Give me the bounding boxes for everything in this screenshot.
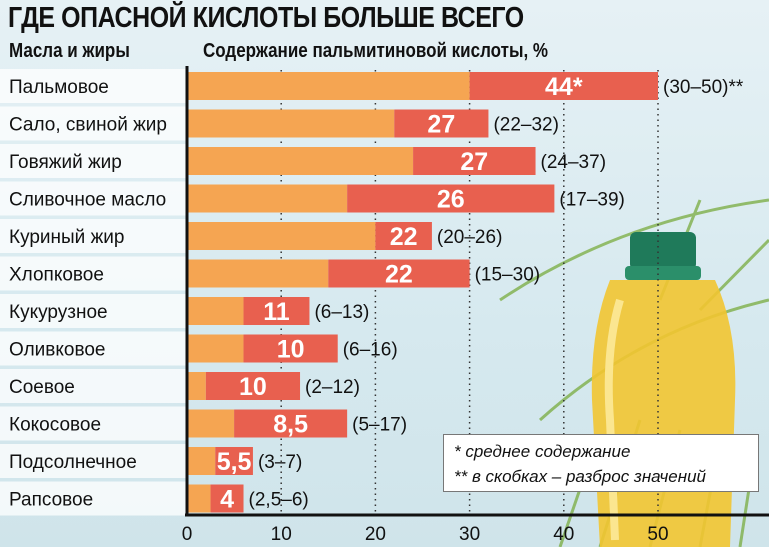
chart-title: ГДЕ ОПАСНОЙ КИСЛОТЫ БОЛЬШЕ ВСЕГО (8, 2, 524, 34)
value-label: 10 (277, 336, 305, 364)
category-label: Сливочное масло (9, 190, 166, 211)
category-label: Сало, свиной жир (9, 115, 167, 136)
range-label: (15–30) (475, 265, 540, 286)
category-label: Пальмовое (9, 77, 109, 98)
row-label-band (0, 481, 187, 516)
x-tick-label: 10 (271, 524, 292, 545)
row-label-band (0, 69, 187, 103)
bar-min-segment (187, 409, 235, 438)
bar-min-segment (187, 147, 414, 175)
row-label-band (0, 144, 187, 178)
category-label: Куриный жир (9, 227, 124, 248)
value-label: 8,5 (273, 411, 308, 439)
bar-range-segment (210, 484, 244, 513)
range-label: (22–32) (493, 115, 559, 136)
category-label: Рапсовое (9, 490, 93, 511)
range-label: (5–17) (352, 415, 407, 436)
x-tick-label: 0 (182, 524, 193, 545)
bar-range-segment (243, 297, 310, 325)
value-label: 27 (460, 148, 488, 176)
category-label: Кокосовое (9, 415, 101, 436)
bar-min-segment (187, 484, 211, 513)
value-label: 26 (437, 186, 465, 214)
row-label-band (0, 444, 187, 478)
value-label: 11 (263, 298, 290, 326)
bar-range-segment (413, 147, 536, 175)
range-label: (6–16) (343, 340, 398, 361)
bar-range-segment (394, 109, 489, 138)
row-label-band (0, 219, 187, 253)
bar-min-segment (187, 447, 216, 475)
range-label: (3–7) (258, 452, 302, 473)
bar-range-segment (215, 447, 253, 475)
x-tick-label: 40 (553, 524, 574, 545)
bar-range-segment (328, 259, 470, 288)
value-label: 22 (390, 223, 418, 251)
range-label: (17–39) (559, 190, 625, 211)
palm-bottle-illustration (499, 198, 769, 547)
range-label: (24–37) (541, 152, 607, 173)
category-label: Соевое (9, 377, 75, 398)
legend-notes: * среднее содержание ** в скобках – разб… (443, 434, 759, 492)
bar-min-segment (187, 259, 329, 288)
bar-min-segment (187, 184, 348, 213)
category-label: Оливковое (9, 340, 105, 361)
bar-range-segment (205, 372, 301, 400)
bar-range-segment (234, 409, 348, 438)
bar-min-segment (187, 297, 244, 325)
value-label: 10 (239, 373, 267, 401)
range-label: (2,5–6) (249, 490, 309, 511)
x-tick-label: 50 (647, 524, 668, 545)
x-tick-label: 30 (459, 524, 480, 545)
bar-min-segment (187, 334, 244, 363)
category-label: Говяжий жир (9, 152, 122, 173)
bar-range-segment (469, 72, 658, 100)
category-label: Подсолнечное (9, 452, 137, 473)
row-label-band (0, 331, 187, 366)
value-label: 5,5 (217, 448, 252, 476)
row-label-band (0, 406, 187, 441)
value-label: 22 (385, 261, 413, 289)
row-label-band (0, 106, 187, 141)
range-label: (30–50)** (663, 77, 744, 98)
row-label-band (0, 369, 187, 403)
category-label: Кукурузное (9, 302, 108, 323)
bar-min-segment (187, 109, 395, 138)
bar-range-segment (375, 222, 432, 250)
note-average: * среднее содержание (454, 442, 631, 461)
category-label: Хлопковое (9, 265, 104, 286)
range-label: (20–26) (437, 227, 503, 248)
range-label: (2–12) (305, 377, 360, 398)
bar-min-segment (187, 72, 470, 100)
value-label: 4 (220, 486, 234, 514)
category-header: Масла и жиры (9, 40, 130, 62)
range-label: (6–13) (314, 302, 369, 323)
value-label: 27 (427, 111, 455, 139)
row-label-band (0, 256, 187, 291)
row-label-band (0, 181, 187, 216)
note-range: ** в скобках – разброс значений (454, 467, 707, 486)
row-label-band (0, 294, 187, 328)
value-label: 44* (545, 73, 583, 101)
x-axis-label: Содержание пальмитиновой кислоты, % (203, 40, 549, 62)
bar-range-segment (243, 334, 338, 363)
bar-range-segment (347, 184, 555, 213)
bar-min-segment (187, 372, 206, 400)
bar-min-segment (187, 222, 376, 250)
x-tick-label: 20 (365, 524, 386, 545)
